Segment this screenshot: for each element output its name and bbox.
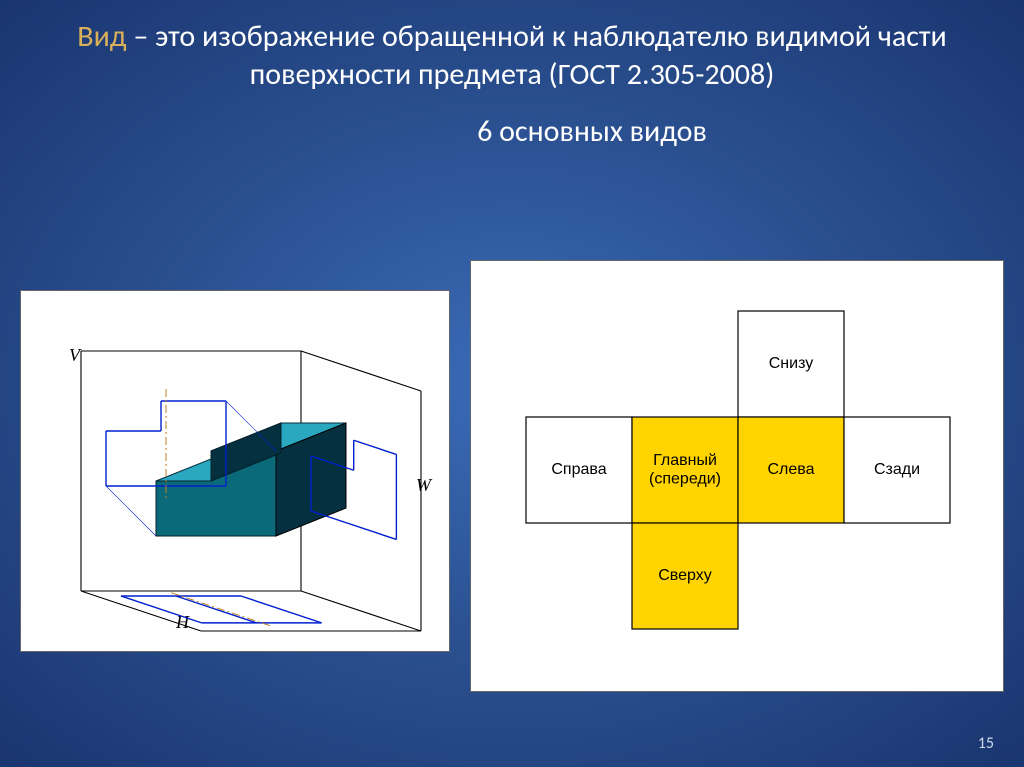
svg-text:Слева: Слева — [767, 461, 814, 478]
svg-text:Главный(спереди): Главный(спереди) — [649, 452, 721, 487]
title-accent: Вид — [77, 18, 126, 55]
svg-text:Сзади: Сзади — [874, 461, 920, 478]
svg-text:Снизу: Снизу — [769, 355, 813, 372]
svg-text:Сверху: Сверху — [658, 567, 712, 584]
slide-subtitle: 6 основных видов — [160, 113, 1024, 150]
page-number: 15 — [978, 734, 994, 753]
title-rest: – это изображение обращенной к наблюдате… — [127, 18, 947, 93]
svg-text:W: W — [416, 475, 433, 495]
svg-text:V: V — [69, 345, 82, 365]
projection-box-diagram: VWH — [20, 290, 450, 652]
content-row: VWH СнизуСправаГлавный(спереди)СлеваСзад… — [0, 260, 1024, 692]
svg-text:Справа: Справа — [551, 461, 606, 478]
six-views-grid: Снизу Справа Главный(спереди) Слева Сзади Све… — [470, 260, 1004, 692]
slide-title: Вид – это изображение обращенной к наблю… — [0, 0, 1024, 93]
